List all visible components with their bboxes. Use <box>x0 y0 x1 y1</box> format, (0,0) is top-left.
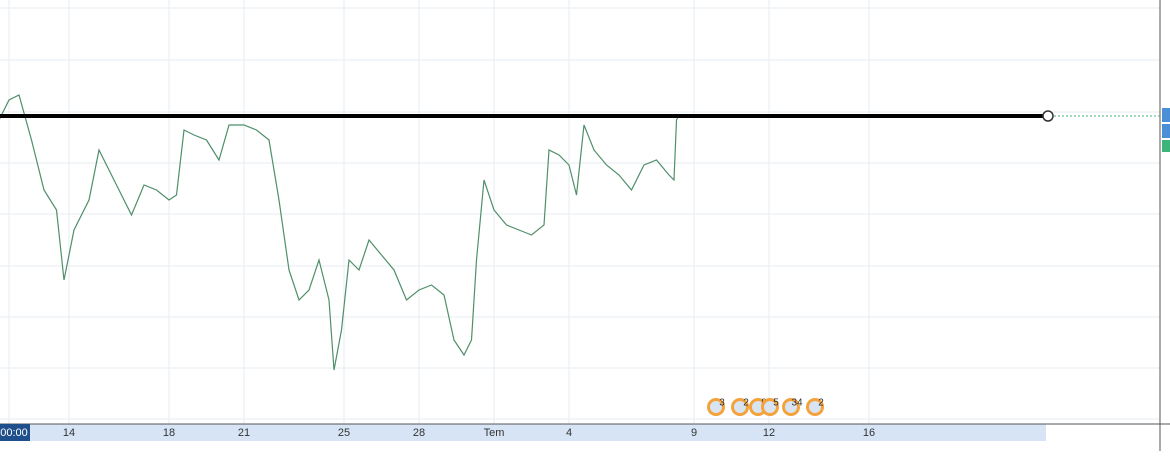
event-flag <box>710 401 722 413</box>
x-tick-label: 00:00 <box>0 427 28 439</box>
x-tick-label: 18 <box>163 427 175 439</box>
event-badge: 3 <box>707 398 725 416</box>
h-grid <box>0 0 1160 424</box>
event-badge: 2 <box>731 398 749 416</box>
x-tick-label: 25 <box>338 427 350 439</box>
price-badge <box>1162 124 1170 138</box>
price-line <box>0 94 680 371</box>
event-count: 3 <box>719 398 725 409</box>
x-tick-label: 28 <box>413 427 425 439</box>
event-count: 2 <box>743 398 749 409</box>
x-tick-label: 14 <box>63 427 75 439</box>
event-count: 5 <box>773 398 779 409</box>
event-badge: 5 <box>761 398 779 416</box>
event-badge: 2 <box>806 398 824 416</box>
event-count: 34 <box>791 398 803 409</box>
event-flag <box>785 401 797 413</box>
x-tick-label: 9 <box>691 427 697 439</box>
price-badge <box>1162 140 1170 152</box>
crosshair-label-bg <box>0 424 30 441</box>
x-tick-label: 4 <box>566 427 572 439</box>
x-tick-label: 21 <box>238 427 250 439</box>
event-flag <box>734 401 746 413</box>
level-handle <box>1042 110 1054 122</box>
event-badge: 34 <box>782 398 803 416</box>
x-tick-label: 16 <box>863 427 875 439</box>
event-flag <box>764 401 776 413</box>
x-tick-label: Tem <box>484 427 505 439</box>
event-flag <box>752 401 764 413</box>
event-count: 2 <box>818 398 824 409</box>
x-tick-label: 12 <box>763 427 775 439</box>
x-axis-bar <box>0 424 1046 441</box>
plot-bg <box>0 0 1160 424</box>
event-flag <box>809 401 821 413</box>
price-badge <box>1162 108 1170 122</box>
